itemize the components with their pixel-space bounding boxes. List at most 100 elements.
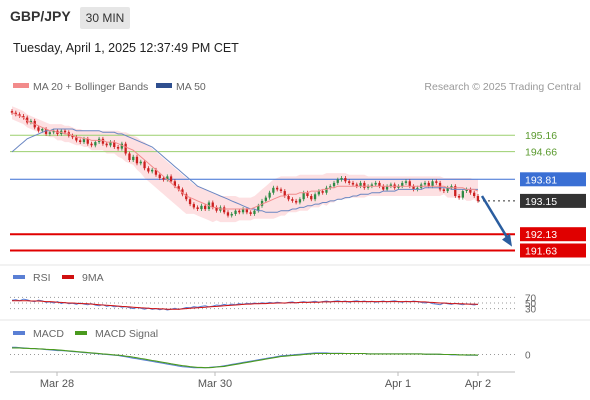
candle-body <box>82 138 86 143</box>
candle-body <box>298 199 302 203</box>
macd-signal-line <box>12 347 479 369</box>
candle-body <box>264 197 267 201</box>
candle-body <box>215 207 218 211</box>
candle-body <box>476 196 480 201</box>
candle-body <box>457 196 461 198</box>
candle-body <box>329 186 332 188</box>
level-tag-support <box>520 227 586 242</box>
candle-body <box>147 168 150 172</box>
candle-body <box>435 181 438 183</box>
candle-body <box>151 169 154 172</box>
candle-body <box>389 184 392 187</box>
candle-body <box>367 186 370 188</box>
candle-body <box>204 205 207 210</box>
ma20-line <box>11 112 479 210</box>
candle-body <box>404 181 408 183</box>
candle-body <box>279 189 283 191</box>
bb-legend-swatch <box>13 83 29 88</box>
candle-body <box>234 210 237 214</box>
datetime-label: Tuesday, April 1, 2025 12:37:49 PM CET <box>13 41 239 55</box>
candle-body <box>113 142 116 147</box>
macd-signal-legend-label: MACD Signal <box>95 328 158 340</box>
candle-body <box>431 181 434 187</box>
candle-body <box>94 142 97 146</box>
candle-body <box>473 192 476 196</box>
candle-body <box>192 204 195 208</box>
candle-body <box>211 202 214 208</box>
bb-legend-label: MA 20 + Bollinger Bands <box>33 81 148 93</box>
candle-body <box>374 182 377 185</box>
candle-body <box>276 187 279 190</box>
candle-body <box>71 135 74 138</box>
candle-body <box>412 186 415 190</box>
copyright-label: Research © 2025 Trading Central <box>424 81 581 93</box>
level-label-last: 193.15 <box>525 196 557 208</box>
symbol-title: GBP/JPY <box>10 8 71 24</box>
candle-body <box>105 143 108 146</box>
candle-body <box>238 210 241 213</box>
candle-body <box>332 182 336 187</box>
macd-signal-legend-swatch <box>75 331 87 335</box>
candle-body <box>135 156 139 164</box>
candle-body <box>22 116 25 118</box>
candle-body <box>200 205 203 210</box>
candle-body <box>18 114 21 116</box>
ma50-line <box>11 128 478 213</box>
candle-body <box>313 194 317 200</box>
candle-body <box>465 189 468 191</box>
candle-body <box>355 184 358 187</box>
candle-body <box>450 186 453 188</box>
candle-body <box>344 178 347 182</box>
candle-body <box>401 182 404 187</box>
bollinger-band-area <box>12 106 478 223</box>
ma50-legend-swatch <box>156 83 172 88</box>
candle-body <box>185 194 188 200</box>
timeframe-button[interactable]: 30 MIN <box>80 7 130 29</box>
candle-body <box>336 179 339 183</box>
candle-body <box>283 191 286 196</box>
candle-body <box>188 199 192 205</box>
candle-body <box>10 111 14 113</box>
candle-body <box>63 130 67 133</box>
candle-body <box>427 182 430 187</box>
rsi-legend-label: RSI <box>33 272 51 284</box>
candle-body <box>223 207 226 213</box>
candle-body <box>359 182 362 187</box>
candle-body <box>340 178 343 180</box>
candle-body <box>173 181 176 187</box>
candle-body <box>143 161 146 169</box>
candle-body <box>306 192 309 196</box>
candle-body <box>14 112 17 115</box>
candle-body <box>249 212 252 214</box>
candle-body <box>295 200 298 203</box>
candle-body <box>181 189 184 195</box>
candle-body <box>302 192 305 200</box>
candle-body <box>385 186 389 190</box>
candle-body <box>169 176 173 182</box>
candle-body <box>469 189 472 193</box>
candle-body <box>226 212 230 216</box>
rsi-ma-line <box>12 300 479 310</box>
candle-body <box>109 142 112 146</box>
candle-body <box>370 184 373 187</box>
macd-legend-swatch <box>13 331 25 335</box>
ma50-legend-label: MA 50 <box>176 81 206 93</box>
candle-body <box>86 138 89 144</box>
candle-body <box>166 176 169 180</box>
x-axis-tick-label: Mar 28 <box>40 378 74 390</box>
candle-body <box>196 207 199 209</box>
level-label-support: 192.13 <box>525 229 557 241</box>
level-label-support: 191.63 <box>525 246 557 258</box>
candle-body <box>408 181 411 187</box>
candle-body <box>158 174 161 178</box>
level-tag-pivot <box>520 172 586 187</box>
rsi-ma-legend-swatch <box>62 275 74 279</box>
candle-body <box>44 129 48 134</box>
candle-body <box>454 186 457 196</box>
candle-body <box>317 191 320 195</box>
candle-body <box>351 182 355 185</box>
x-axis-tick-label: Apr 2 <box>465 378 491 390</box>
candle-body <box>291 199 294 201</box>
